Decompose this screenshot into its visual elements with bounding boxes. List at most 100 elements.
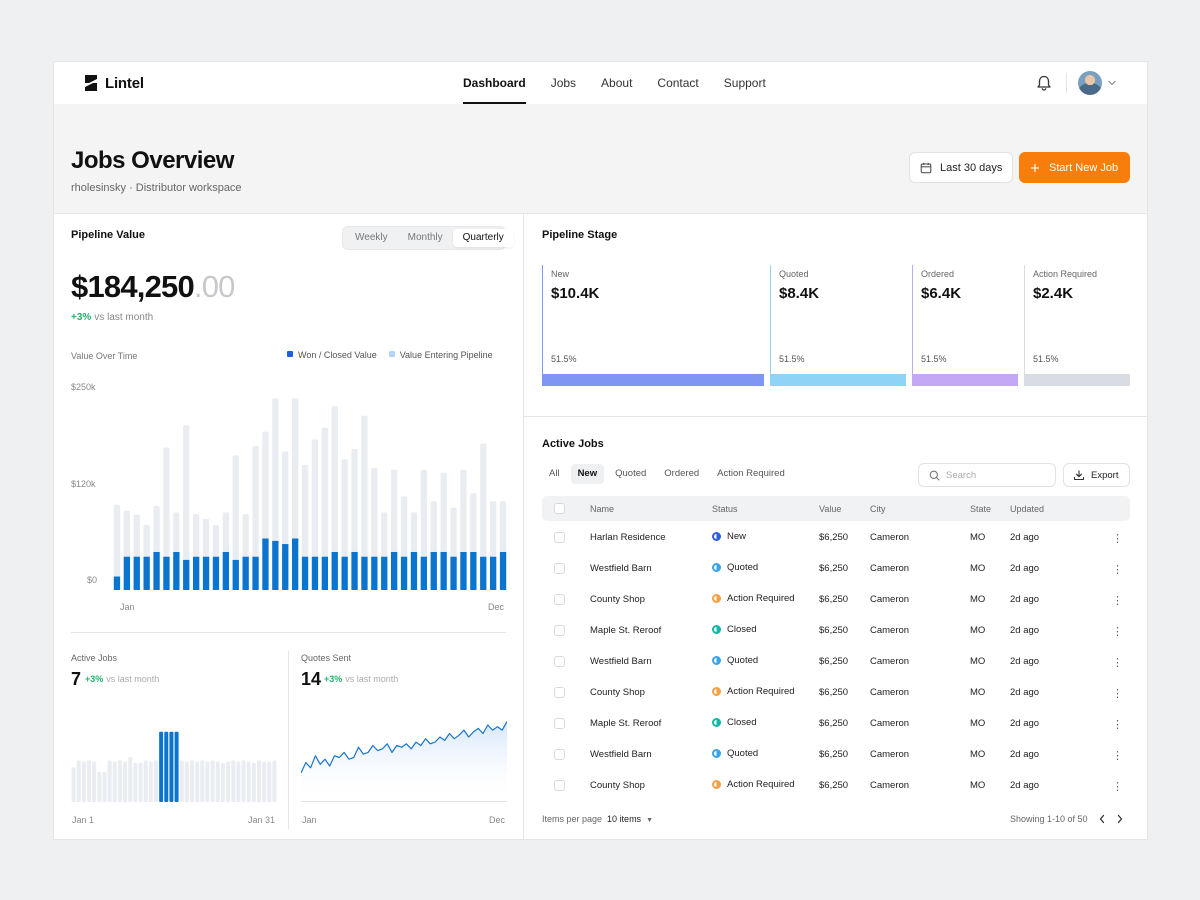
active-jobs-bar	[117, 760, 122, 802]
table-row[interactable]: Westfield Barn Quoted $6,250 Cameron MO 2d ag…	[542, 553, 1130, 584]
status-icon	[712, 594, 721, 603]
active-jobs-bar	[231, 760, 236, 802]
row-menu-icon[interactable]: ⋮	[1112, 626, 1123, 638]
nav-support[interactable]: Support	[723, 76, 766, 90]
column-header[interactable]: Status	[712, 504, 738, 514]
row-checkbox[interactable]	[554, 563, 565, 574]
row-checkbox[interactable]	[554, 625, 565, 636]
x-tick-label: Jan 31	[248, 815, 276, 825]
period-monthly[interactable]: Monthly	[407, 232, 443, 243]
row-menu-icon[interactable]: ⋮	[1112, 719, 1123, 731]
row-checkbox[interactable]	[554, 780, 565, 791]
won-closed-bar	[163, 556, 170, 590]
stage-value: $10.4K	[551, 285, 600, 302]
job-name: County Shop	[590, 594, 645, 605]
table-row[interactable]: County Shop Action Required $6,250 Cameron M…	[542, 770, 1130, 801]
active-jobs-mini-value: 7	[71, 669, 82, 689]
won-closed-bar	[222, 551, 229, 590]
stage-new[interactable]: New $10.4K 51.5%	[542, 265, 764, 386]
column-header[interactable]: Updated	[1010, 504, 1045, 514]
items-per-page-select[interactable]: 10 items	[607, 814, 642, 824]
won-closed-bar	[460, 551, 467, 590]
column-header[interactable]: Name	[590, 504, 615, 514]
table-row[interactable]: County Shop Action Required $6,250 Cameron M…	[542, 677, 1130, 708]
won-closed-bar	[341, 556, 348, 590]
table-row[interactable]: Maple St. Reroof Closed $6,250 Cameron MO 2d …	[542, 708, 1130, 739]
chevron-right-icon[interactable]	[1116, 814, 1124, 824]
pipeline-entering-bar	[480, 443, 487, 590]
active-jobs-bar	[215, 761, 220, 802]
table-row[interactable]: County Shop Action Required $6,250 Cameron M…	[542, 584, 1130, 615]
job-name: County Shop	[590, 687, 645, 698]
won-closed-bar	[252, 556, 259, 590]
avatar[interactable]	[1078, 71, 1102, 95]
row-menu-icon[interactable]: ⋮	[1112, 564, 1123, 576]
row-menu-icon[interactable]: ⋮	[1112, 657, 1123, 669]
quotes-sent-mini-value: 14	[301, 669, 322, 689]
row-checkbox[interactable]	[554, 718, 565, 729]
row-menu-icon[interactable]: ⋮	[1112, 781, 1123, 793]
search-input[interactable]: Search	[918, 463, 1056, 487]
delta-percent: +3%	[324, 674, 343, 684]
row-checkbox[interactable]	[554, 532, 565, 543]
row-menu-icon[interactable]: ⋮	[1112, 533, 1123, 545]
chevron-down-icon[interactable]	[1107, 78, 1117, 88]
job-name: Maple St. Reroof	[590, 718, 662, 729]
period-quarterly[interactable]: Quarterly	[452, 229, 514, 247]
table-row[interactable]: Westfield Barn Quoted $6,250 Cameron MO 2d ag…	[542, 739, 1130, 770]
tab-quoted[interactable]: Quoted	[615, 468, 647, 479]
chevron-left-icon[interactable]	[1098, 814, 1106, 824]
column-header[interactable]: City	[870, 504, 886, 514]
stage-ordered[interactable]: Ordered $6.4K 51.5%	[912, 265, 1018, 386]
period-weekly[interactable]: Weekly	[355, 232, 388, 243]
nav-about[interactable]: About	[601, 76, 633, 90]
column-header[interactable]: State	[970, 504, 992, 514]
table-row[interactable]: Harlan Residence New $6,250 Cameron MO 2d ago…	[542, 522, 1130, 553]
row-checkbox[interactable]	[554, 749, 565, 760]
row-checkbox[interactable]	[554, 594, 565, 605]
pipeline-entering-bar	[311, 439, 319, 590]
pipeline-stage-title: Pipeline Stage	[542, 229, 618, 241]
table-row[interactable]: Westfield Barn Quoted $6,250 Cameron MO 2d ag…	[542, 646, 1130, 677]
active-jobs-mini-title: Active Jobs	[71, 653, 118, 663]
nav-dashboard[interactable]: Dashboard	[463, 62, 526, 104]
job-status: Action Required	[712, 686, 795, 697]
active-jobs-bar	[81, 761, 86, 802]
start-new-job-button[interactable]: Start New Job	[1019, 152, 1130, 183]
tab-all[interactable]: All	[549, 468, 560, 479]
row-checkbox[interactable]	[554, 687, 565, 698]
stage-name: New	[551, 269, 570, 279]
job-status: Closed	[712, 624, 757, 635]
stage-bar	[1024, 374, 1130, 386]
active-jobs-bar	[256, 760, 261, 802]
date-range-button[interactable]: Last 30 days	[909, 152, 1013, 183]
brand[interactable]: Lintel	[83, 74, 144, 92]
tab-action-required[interactable]: Action Required	[717, 468, 785, 479]
won-closed-bar	[212, 556, 220, 590]
job-city: Cameron	[870, 749, 910, 760]
tab-new[interactable]: New	[570, 464, 605, 484]
job-state: MO	[970, 594, 986, 605]
active-jobs-mini-delta: +3% vs last month	[85, 674, 159, 684]
job-state: MO	[970, 749, 986, 760]
nav-jobs[interactable]: Jobs	[550, 76, 577, 90]
tab-ordered[interactable]: Ordered	[664, 468, 700, 479]
select-all-checkbox[interactable]	[554, 503, 565, 514]
stage-percent: 51.5%	[921, 354, 947, 364]
caret-down-icon[interactable]: ▼	[646, 817, 653, 824]
export-button[interactable]: Export	[1063, 463, 1130, 487]
row-menu-icon[interactable]: ⋮	[1112, 688, 1123, 700]
won-closed-bar	[202, 556, 210, 590]
row-menu-icon[interactable]: ⋮	[1112, 595, 1123, 607]
row-menu-icon[interactable]: ⋮	[1112, 750, 1123, 762]
bell-icon[interactable]	[1035, 74, 1053, 92]
job-name: County Shop	[590, 780, 645, 791]
column-header[interactable]: Value	[819, 504, 842, 514]
nav-contact[interactable]: Contact	[657, 76, 699, 90]
stage-action-required[interactable]: Action Required $2.4K 51.5%	[1024, 265, 1130, 386]
job-status: Quoted	[712, 748, 758, 759]
stage-quoted[interactable]: Quoted $8.4K 51.5%	[770, 265, 906, 386]
stage-percent: 51.5%	[1033, 354, 1059, 364]
table-row[interactable]: Maple St. Reroof Closed $6,250 Cameron MO 2d …	[542, 615, 1130, 646]
row-checkbox[interactable]	[554, 656, 565, 667]
